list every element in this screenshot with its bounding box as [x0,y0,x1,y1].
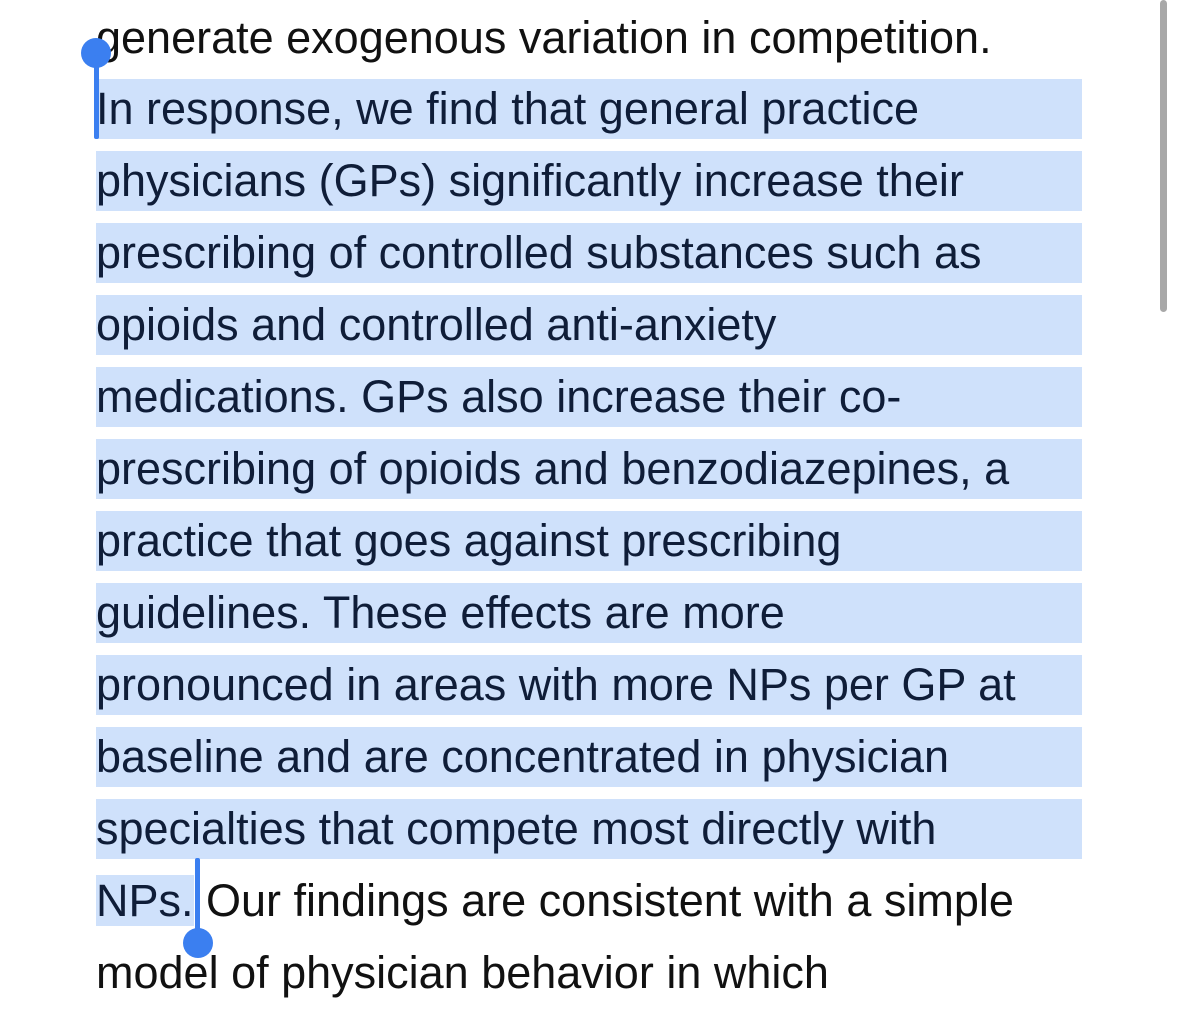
selected-text[interactable]: practice that goes against prescribing [96,511,1082,571]
selected-text-line[interactable]: physicians (GPs) significantly increase … [96,151,1082,211]
selected-text-line[interactable]: pronounced in areas with more NPs per GP… [96,655,1082,715]
text-line-content: generate exogenous variation in competit… [96,12,992,63]
selected-text[interactable]: opioids and controlled anti-anxiety [96,295,1082,355]
text-line-content: model of physician behavior in which [96,947,829,998]
selection-start-handle-bar[interactable] [94,55,99,139]
selected-text[interactable]: medications. GPs also increase their co- [96,367,1082,427]
scroll-indicator[interactable] [1160,0,1167,312]
text-line: model of physician behavior in which [96,943,829,1003]
selected-text-line[interactable]: medications. GPs also increase their co- [96,367,1082,427]
selection-end-handle-icon[interactable] [183,928,213,958]
selected-text[interactable]: pronounced in areas with more NPs per GP… [96,655,1082,715]
selected-text-line[interactable]: guidelines. These effects are more [96,583,1082,643]
selected-text-line[interactable]: baseline and are concentrated in physici… [96,727,1082,787]
selected-text[interactable]: baseline and are concentrated in physici… [96,727,1082,787]
text-line: generate exogenous variation in competit… [96,8,992,68]
selected-text[interactable]: prescribing of controlled substances suc… [96,223,1082,283]
selected-text[interactable]: prescribing of opioids and benzodiazepin… [96,439,1082,499]
selected-text[interactable]: specialties that compete most directly w… [96,799,1082,859]
selected-text-line[interactable]: specialties that compete most directly w… [96,799,1082,859]
selected-text[interactable]: guidelines. These effects are more [96,583,1082,643]
selection-end-handle-bar[interactable] [195,858,200,942]
selected-text-end[interactable]: NPs. [96,875,194,926]
selected-text[interactable]: physicians (GPs) significantly increase … [96,151,1082,211]
selected-text-line[interactable]: prescribing of opioids and benzodiazepin… [96,439,1082,499]
selected-text-line[interactable]: In response, we find that general practi… [96,79,1082,139]
selected-text-line[interactable]: practice that goes against prescribing [96,511,1082,571]
selected-text-line[interactable]: opioids and controlled anti-anxiety [96,295,1082,355]
selected-text-line[interactable]: prescribing of controlled substances suc… [96,223,1082,283]
text-line-content: Our findings are consistent with a simpl… [193,875,1014,926]
text-line[interactable]: NPs. Our findings are consistent with a … [96,871,1014,931]
selected-text[interactable]: In response, we find that general practi… [96,79,1082,139]
